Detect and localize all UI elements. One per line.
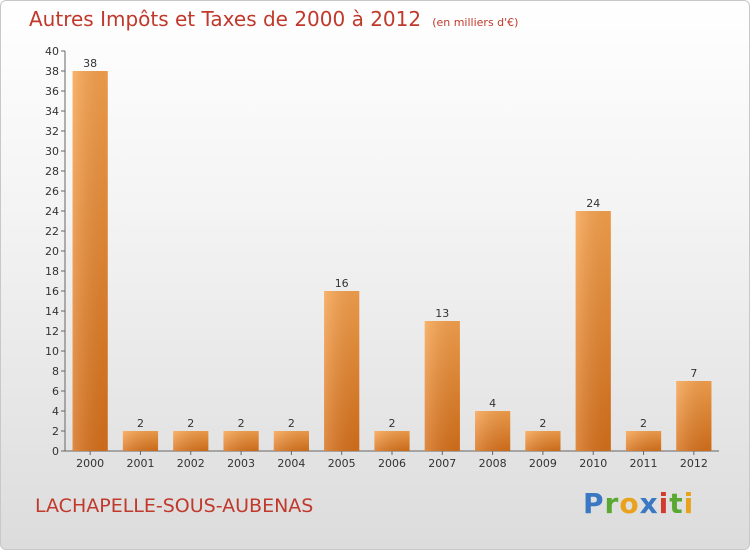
x-tick-label: 2009 — [529, 457, 557, 470]
data-label: 24 — [586, 197, 600, 210]
data-label: 2 — [539, 417, 546, 430]
data-label: 7 — [690, 367, 697, 380]
bar-shade-2008 — [475, 411, 511, 451]
proxiti-logo: Proxiti — [583, 487, 695, 520]
x-tick-label: 2006 — [378, 457, 406, 470]
chart-axes — [61, 50, 719, 455]
y-tick-label: 26 — [45, 185, 59, 198]
y-tick-label: 14 — [45, 305, 59, 318]
chart-labels: 0246810121416182022242628303234363840200… — [45, 45, 708, 470]
y-tick-label: 4 — [52, 405, 59, 418]
commune-name: LACHAPELLE-SOUS-AUBENAS — [35, 495, 314, 517]
data-label: 16 — [335, 277, 349, 290]
y-tick-label: 22 — [45, 225, 59, 238]
bar-shade-2012 — [676, 381, 712, 451]
y-tick-label: 34 — [45, 105, 59, 118]
y-tick-label: 0 — [52, 445, 59, 458]
x-tick-label: 2008 — [479, 457, 507, 470]
data-label: 2 — [389, 417, 396, 430]
bar-shade-2005 — [324, 291, 360, 451]
x-tick-label: 2001 — [126, 457, 154, 470]
x-tick-label: 2011 — [630, 457, 658, 470]
y-tick-label: 8 — [52, 365, 59, 378]
y-tick-label: 24 — [45, 205, 59, 218]
y-tick-label: 10 — [45, 345, 59, 358]
y-tick-label: 38 — [45, 65, 59, 78]
y-tick-label: 20 — [45, 245, 59, 258]
chart-subtitle: (en milliers d'€) — [432, 16, 519, 29]
bar-shade-2000 — [72, 71, 108, 451]
data-label: 2 — [137, 417, 144, 430]
chart-bars — [72, 71, 712, 451]
bar-shade-2003 — [223, 431, 259, 451]
x-tick-label: 2000 — [76, 457, 104, 470]
data-label: 4 — [489, 397, 496, 410]
y-tick-label: 12 — [45, 325, 59, 338]
y-tick-label: 36 — [45, 85, 59, 98]
bar-shade-2010 — [575, 211, 611, 451]
bar-shade-2001 — [122, 431, 159, 451]
bar-shade-2002 — [173, 431, 209, 451]
x-tick-label: 2010 — [579, 457, 607, 470]
y-tick-label: 28 — [45, 165, 59, 178]
y-tick-label: 2 — [52, 425, 59, 438]
y-tick-label: 40 — [45, 45, 59, 58]
bar-shade-2011 — [625, 431, 662, 451]
bar-shade-2007 — [424, 321, 460, 451]
data-label: 2 — [238, 417, 245, 430]
y-tick-label: 32 — [45, 125, 59, 138]
y-tick-label: 30 — [45, 145, 59, 158]
x-tick-label: 2002 — [177, 457, 205, 470]
bar-shade-2006 — [374, 431, 410, 451]
chart-title: Autres Impôts et Taxes de 2000 à 2012 — [29, 7, 422, 31]
x-tick-label: 2012 — [680, 457, 708, 470]
chart-title-block: Autres Impôts et Taxes de 2000 à 2012 (e… — [29, 7, 518, 31]
data-label: 2 — [640, 417, 647, 430]
y-tick-label: 18 — [45, 265, 59, 278]
x-tick-label: 2005 — [328, 457, 356, 470]
bar-shade-2009 — [525, 431, 561, 451]
y-tick-label: 6 — [52, 385, 59, 398]
x-tick-label: 2003 — [227, 457, 255, 470]
y-tick-label: 16 — [45, 285, 59, 298]
data-label: 2 — [288, 417, 295, 430]
x-tick-label: 2004 — [277, 457, 305, 470]
data-label: 13 — [435, 307, 449, 320]
x-tick-label: 2007 — [428, 457, 456, 470]
data-label: 2 — [187, 417, 194, 430]
data-label: 38 — [83, 57, 97, 70]
bar-shade-2004 — [273, 431, 309, 451]
